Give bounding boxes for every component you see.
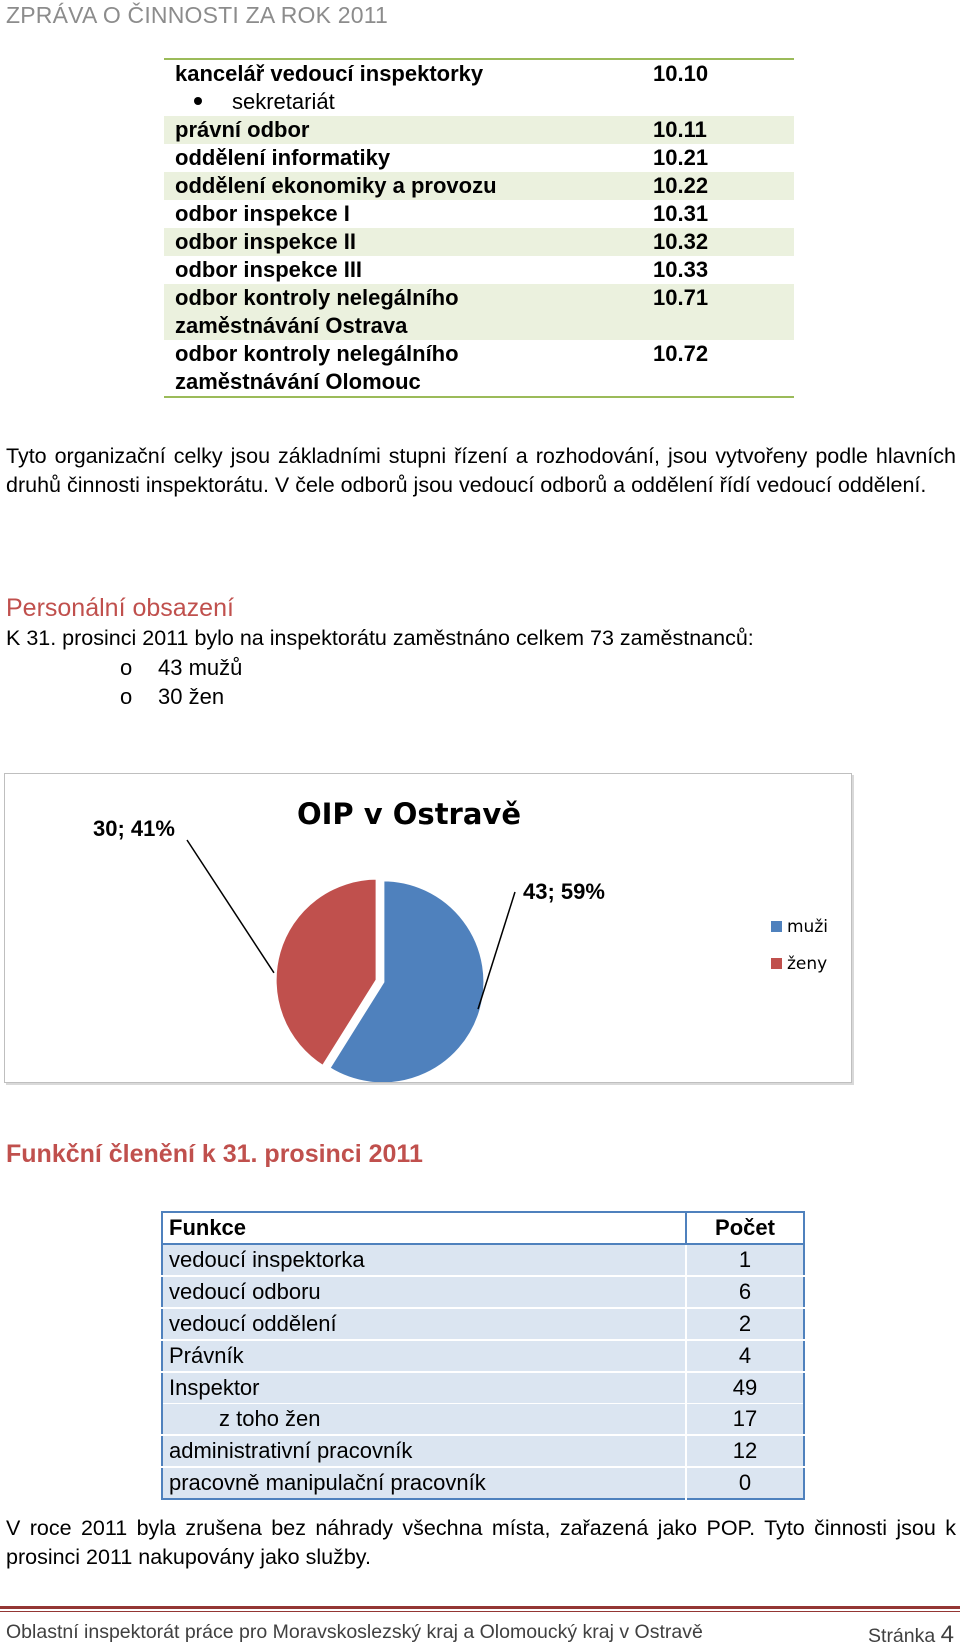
table-row: Právník 4 — [162, 1339, 804, 1373]
list-item: o 30 žen — [120, 684, 225, 709]
table-row: sekretariát — [164, 88, 794, 116]
org-unit-name: odbor kontroly nelegálního zaměstnávání … — [164, 284, 653, 340]
function-name: vedoucí inspektorka — [162, 1243, 687, 1277]
org-unit-code: 10.33 — [653, 257, 709, 282]
table-row: odbor inspekce III 10.33 — [164, 256, 794, 284]
page-footer: Oblastní inspektorát práce pro Moravskos… — [6, 1621, 960, 1648]
list-bullet: o — [120, 684, 133, 709]
function-count: 17 — [686, 1403, 804, 1436]
function-name: vedoucí odboru — [162, 1275, 687, 1309]
org-unit-name: právní odbor — [164, 116, 653, 144]
pie-data-label-0: 43; 59% — [523, 879, 605, 904]
chart-title: OIP v Ostravě — [297, 797, 521, 831]
org-unit-code: 10.31 — [653, 201, 709, 226]
org-unit-name: kancelář vedoucí inspektorky — [175, 61, 484, 86]
pie-slice-1 — [273, 876, 379, 1069]
function-count: 0 — [686, 1466, 804, 1500]
personal-summary-text: K 31. prosinci 2011 bylo na inspektorátu… — [6, 626, 754, 650]
org-unit-code: 10.71 — [653, 284, 794, 340]
org-unit-code: 10.32 — [653, 228, 794, 256]
legend-swatch-0 — [771, 921, 782, 932]
table-row: pracovně manipulační pracovník 0 — [162, 1466, 804, 1500]
function-count: 49 — [686, 1371, 804, 1404]
org-unit-name: oddělení ekonomiky a provozu — [164, 172, 653, 200]
footer-text: Oblastní inspektorát práce pro Moravskos… — [6, 1621, 703, 1643]
legend-label-0: muži — [787, 917, 828, 937]
table-row: vedoucí odboru 6 — [162, 1275, 804, 1309]
pie-chart: OIP v Ostravě 43; 59% 30; 41% muži ženy — [93, 797, 828, 1082]
table-row: odbor inspekce I 10.31 — [164, 200, 794, 228]
footer-divider — [0, 1606, 960, 1609]
page-number: Stránka 4 — [868, 1621, 954, 1648]
table-row: odbor kontroly nelegálního zaměstnávání … — [164, 340, 794, 397]
table-row: vedoucí inspektorka 1 — [162, 1243, 804, 1277]
table-row: z toho žen 17 — [162, 1403, 804, 1436]
org-unit-code — [653, 88, 794, 116]
table-row: vedoucí oddělení 2 — [162, 1307, 804, 1341]
table-row: oddělení ekonomiky a provozu 10.22 — [164, 172, 794, 200]
list-bullet: o — [120, 655, 133, 680]
org-unit-name: odbor inspekce III — [175, 257, 363, 282]
org-description-paragraph: Tyto organizační celky jsou základními s… — [6, 444, 956, 497]
table-row: právní odbor 10.11 — [164, 116, 794, 144]
org-unit-code: 10.11 — [653, 116, 794, 144]
function-name: vedoucí oddělení — [162, 1307, 687, 1341]
function-count: 6 — [686, 1275, 804, 1309]
table-row: odbor inspekce II 10.32 — [164, 228, 794, 256]
table-row: oddělení informatiky 10.21 — [164, 144, 794, 172]
table-row: kancelář vedoucí inspektorky 10.10 — [164, 59, 794, 88]
list-item: o 43 mužů — [120, 655, 243, 680]
org-units-table: kancelář vedoucí inspektorky 10.10 sekreta… — [164, 58, 794, 398]
table-row: Inspektor 49 — [162, 1371, 804, 1404]
legend-swatch-1 — [771, 958, 782, 969]
table-header-row: Funkce Počet — [162, 1212, 804, 1245]
pie-data-label-1: 30; 41% — [93, 816, 175, 841]
pie-slice-0 — [326, 878, 487, 1082]
org-unit-code: 10.72 — [653, 341, 709, 366]
org-unit-name: sekretariát — [164, 88, 653, 116]
function-name: administrativní pracovník — [162, 1434, 687, 1468]
org-unit-name: odbor inspekce II — [164, 228, 653, 256]
function-count: 1 — [686, 1243, 804, 1277]
functions-section-title: Funkční členění k 31. prosinci 2011 — [6, 1140, 423, 1168]
function-name: Právník — [162, 1339, 687, 1373]
pie-chart-container: OIP v Ostravě 43; 59% 30; 41% muži ženy — [4, 773, 852, 1083]
org-unit-code: 10.22 — [653, 172, 794, 200]
table-row: odbor kontroly nelegálního zaměstnávání … — [164, 284, 794, 340]
org-unit-name: odbor kontroly nelegálního zaměstnávání … — [175, 341, 459, 394]
document-header-title: ZPRÁVA O ČINNOSTI ZA ROK 2011 — [6, 2, 388, 28]
personal-list: o 43 mužů o 30 žen — [120, 653, 242, 711]
personal-section-title: Personální obsazení — [6, 594, 234, 622]
closing-paragraph: V roce 2011 byla zrušena bez náhrady vše… — [6, 1516, 956, 1569]
function-count: 4 — [686, 1339, 804, 1373]
org-unit-code: 10.10 — [653, 61, 709, 86]
function-name: Inspektor — [162, 1371, 687, 1404]
org-unit-code: 10.21 — [653, 145, 709, 170]
data-label-leader-1 — [186, 839, 275, 974]
bullet-icon — [194, 97, 202, 106]
function-name: z toho žen — [162, 1403, 687, 1436]
data-label-leader-0 — [477, 891, 516, 1010]
function-count: 12 — [686, 1434, 804, 1468]
functions-table: Funkce Počet vedoucí inspektorka 1 vedoucí… — [161, 1211, 805, 1500]
column-header-function: Funkce — [162, 1212, 687, 1245]
legend-label-1: ženy — [787, 954, 827, 974]
function-count: 2 — [686, 1307, 804, 1341]
column-header-count: Počet — [686, 1212, 804, 1245]
footer-divider-thin — [0, 1611, 960, 1612]
table-row: administrativní pracovník 12 — [162, 1434, 804, 1468]
org-unit-name: oddělení informatiky — [175, 145, 391, 170]
function-name: pracovně manipulační pracovník — [162, 1466, 687, 1500]
org-unit-name: odbor inspekce I — [175, 201, 350, 226]
